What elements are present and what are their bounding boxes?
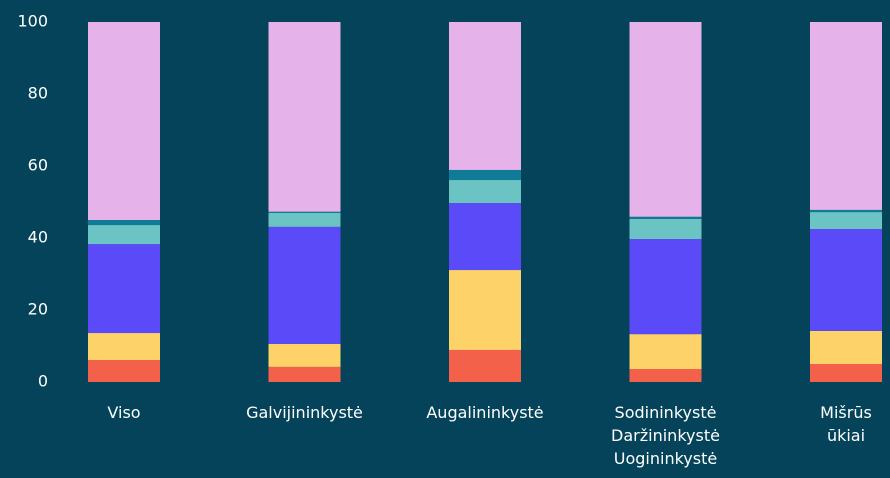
y-tick-label: 60 [28,156,48,175]
bar-segment [629,369,702,382]
x-tick-label: Sodininkystė Daržininkystė Uogininkystė [611,403,720,468]
y-tick-label: 40 [28,228,48,247]
bar-segment [449,169,521,181]
bar-segment [449,203,521,271]
bar-segment [268,343,341,367]
bar-segment [268,226,341,344]
bar-segment [88,333,160,361]
bar-segment [88,220,160,226]
bar-segment [449,22,521,170]
bar-segment [268,22,341,212]
bar-segment [629,218,702,240]
x-tick-label: Galvijininkystė [246,403,363,422]
y-tick-label: 80 [28,84,48,103]
x-tick-label: Augalininkystė [426,403,544,422]
x-tick-label: Viso [107,403,141,422]
bar-segment [449,270,521,350]
bar-segment [629,334,702,370]
bar-segment [629,22,702,217]
y-tick-label: 100 [17,12,48,31]
bar-segment [810,229,882,331]
bar-segment [810,212,882,229]
bar-segment [449,180,521,204]
bar-segment [88,22,160,220]
x-tick-label: Mišrūs ūkiai [820,403,872,445]
y-tick-label: 20 [28,300,48,319]
bar-segment [88,360,160,382]
y-tick-label: 0 [38,372,48,391]
bar-segment [88,225,160,245]
bar-segment [268,212,341,227]
bar-segment [810,330,882,364]
bar-segment [88,244,160,334]
bar-segment [449,349,521,382]
bar-segment [810,364,882,382]
bar-segment [810,209,882,213]
bar-segment [268,211,341,213]
bar-segment [810,22,882,210]
bar-segment [629,239,702,335]
bar-segment [629,216,702,219]
bar-segment [268,366,341,382]
